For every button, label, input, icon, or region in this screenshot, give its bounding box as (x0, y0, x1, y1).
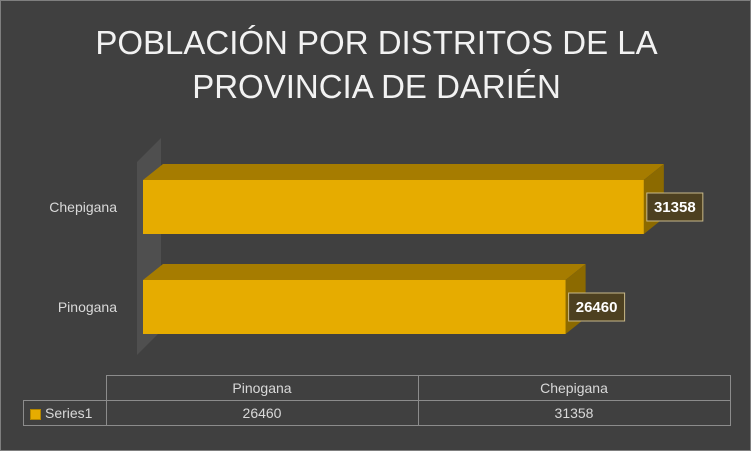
data-table-row-header: Series1 (23, 400, 107, 426)
data-table-header-row: Pinogana Chepigana (23, 375, 731, 401)
labels-layer: Pinogana 26460 Chepigana 31358 (49, 192, 704, 322)
data-table-row-series1: Series1 26460 31358 (23, 400, 731, 426)
legend-label-series1: Series1 (45, 405, 93, 421)
bar-top-face (143, 164, 664, 180)
category-label-pinogana: Pinogana (58, 299, 117, 315)
data-table: Pinogana Chepigana Series1 26460 31358 (23, 375, 731, 426)
bar-front-face (143, 180, 644, 234)
bars-layer (143, 164, 664, 334)
chart-title-line-1: POBLACIÓN POR DISTRITOS DE LA (95, 24, 658, 61)
data-label-box-chepigana (646, 192, 704, 222)
data-table-header-pinogana: Pinogana (105, 375, 419, 401)
data-table-header-chepigana: Chepigana (417, 375, 731, 401)
bar-top-face (143, 264, 586, 280)
category-label-chepigana: Chepigana (49, 199, 117, 215)
data-label-pinogana: 26460 (576, 299, 618, 316)
data-table-cell-chepigana: 31358 (417, 400, 731, 426)
bar-pinogana (143, 264, 586, 334)
data-label-chepigana: 31358 (654, 199, 696, 216)
data-label-box-pinogana (568, 292, 626, 322)
bar-front-face (143, 280, 566, 334)
chart-title-line-2: PROVINCIA DE DARIÉN (192, 68, 561, 105)
chart-title: POBLACIÓN POR DISTRITOS DE LA PROVINCIA … (1, 21, 751, 109)
bar-chepigana (143, 164, 664, 234)
data-table-cell-pinogana: 26460 (105, 400, 419, 426)
data-table-corner (23, 375, 107, 401)
legend-key-series1 (30, 408, 41, 420)
